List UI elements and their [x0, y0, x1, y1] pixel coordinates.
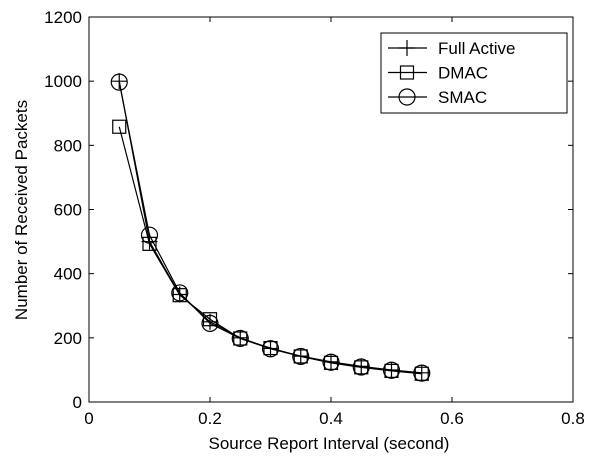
axis-ticks: 0 0.2 0.4 0.6 0.8 0 200 400 600 800 1000 1200 [44, 8, 585, 428]
legend-marker-smac [398, 88, 416, 106]
data-point-dmac [172, 288, 187, 303]
series-line-full-active [118, 81, 422, 374]
data-point-smac [201, 314, 219, 332]
series-smac [110, 73, 431, 382]
data-point-smac [140, 226, 159, 244]
series-full-active [111, 73, 430, 381]
legend-label-dmac: DMAC [438, 64, 488, 83]
data-point-dmac [112, 119, 127, 134]
data-point-smac [322, 353, 340, 371]
data-point-smac [171, 284, 189, 302]
x-tick-label: 0 [84, 409, 93, 428]
x-tick-label: 0.6 [440, 409, 464, 428]
y-tick-label: 200 [54, 329, 82, 348]
y-axis-title: Number of Received Packets [12, 100, 31, 320]
x-tick-label: 0.8 [561, 409, 585, 428]
series-line-smac [118, 82, 422, 374]
data-point-smac [261, 340, 280, 358]
x-tick-label: 0.4 [319, 409, 343, 428]
y-tick-label: 1200 [44, 8, 82, 27]
data-point-smac [110, 73, 128, 91]
x-tick-label: 0.2 [198, 409, 222, 428]
legend: Full Active DMAC SMAC [380, 32, 568, 114]
series-layer [110, 73, 431, 382]
x-axis-title: Source Report Interval (second) [209, 434, 450, 453]
data-point-dmac [263, 341, 278, 356]
data-point-smac [292, 347, 310, 366]
series-line-dmac [118, 126, 422, 375]
data-point-smac [231, 329, 249, 348]
legend-marker-full-active [399, 40, 415, 56]
data-point-full-active [111, 73, 128, 90]
y-tick-label: 800 [54, 136, 82, 155]
data-point-dmac [293, 349, 308, 364]
y-tick-label: 600 [54, 201, 82, 220]
data-point-smac [382, 361, 401, 379]
data-point-dmac [233, 331, 248, 346]
data-point-smac [352, 358, 370, 376]
y-tick-label: 1000 [44, 72, 82, 91]
data-point-full-active [202, 313, 218, 330]
data-point-dmac [142, 236, 157, 251]
legend-label-full-active: Full Active [438, 39, 515, 58]
y-tick-label: 400 [54, 265, 82, 284]
data-point-smac [413, 364, 431, 382]
data-point-dmac [414, 366, 429, 381]
legend-marker-dmac [399, 65, 415, 80]
legend-label-smac: SMAC [438, 88, 487, 107]
y-tick-label: 0 [73, 393, 82, 412]
